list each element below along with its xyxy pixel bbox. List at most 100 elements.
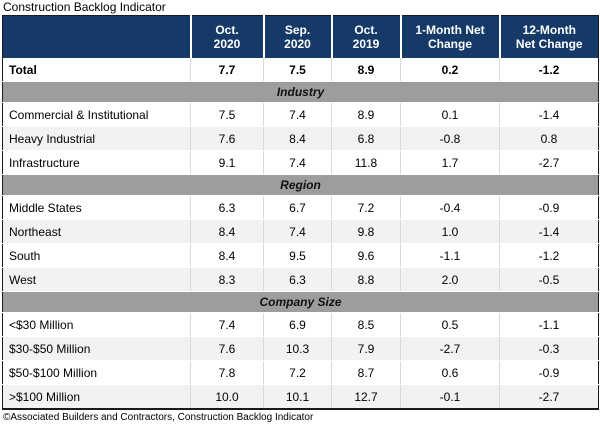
cell-value: 0.6 <box>400 360 500 385</box>
total-row: Total 7.7 7.5 8.9 0.2 -1.2 <box>2 58 599 82</box>
cell-value: 8.8 <box>331 267 401 292</box>
row-label: West <box>2 267 191 292</box>
cell-value: 11.8 <box>331 150 401 175</box>
cell-value: 0.5 <box>400 312 500 337</box>
row-label: Middle States <box>2 195 191 220</box>
section-band-region: Region <box>2 174 599 196</box>
cell-value: 8.9 <box>331 58 401 82</box>
table-row: Northeast 8.4 7.4 9.8 1.0 -1.4 <box>2 219 599 244</box>
cell-value: 7.4 <box>263 102 332 127</box>
col-header-oct-2019: Oct. 2019 <box>330 15 401 58</box>
row-label: Total <box>2 58 191 82</box>
cell-value: 7.2 <box>331 195 401 220</box>
section-band-label: Region <box>2 174 599 196</box>
cell-value: 8.4 <box>263 126 332 151</box>
cell-value: 1.7 <box>400 150 500 175</box>
table-row: Infrastructure 9.1 7.4 11.8 1.7 -2.7 <box>2 150 599 175</box>
cell-value: 9.6 <box>331 243 401 268</box>
row-label: Heavy Industrial <box>2 126 191 151</box>
cell-value: -0.9 <box>499 360 599 385</box>
table-row: $30-$50 Million 7.6 10.3 7.9 -2.7 -0.3 <box>2 336 599 361</box>
cell-value: 7.6 <box>190 126 264 151</box>
table-row: >$100 Million 10.0 10.1 12.7 -0.1 -2.7 <box>2 384 599 410</box>
row-label: $50-$100 Million <box>2 360 191 385</box>
table-row: Heavy Industrial 7.6 8.4 6.8 -0.8 0.8 <box>2 126 599 151</box>
cell-value: 7.5 <box>190 102 264 127</box>
page-title: Construction Backlog Indicator <box>3 0 166 14</box>
backlog-table: Oct. 2020 Sep. 2020 Oct. 2019 1-Month Ne… <box>2 15 599 410</box>
cell-value: -2.7 <box>499 384 599 410</box>
cell-value: 9.8 <box>331 219 401 244</box>
cell-value: -2.7 <box>499 150 599 175</box>
cell-value: -0.3 <box>499 336 599 361</box>
cell-value: -0.8 <box>400 126 500 151</box>
col-header-oct-2020: Oct. 2020 <box>189 15 264 58</box>
source-footnote: ©Associated Builders and Contractors, Co… <box>3 412 314 423</box>
cell-value: 7.9 <box>331 336 401 361</box>
cell-value: 8.7 <box>331 360 401 385</box>
row-label: >$100 Million <box>2 384 191 410</box>
cell-value: -1.2 <box>499 243 599 268</box>
row-label: Infrastructure <box>2 150 191 175</box>
col-header-1-month-net-change: 1-Month Net Change <box>399 15 500 58</box>
table-row: Commercial & Institutional 7.5 7.4 8.9 0… <box>2 102 599 127</box>
cell-value: -1.2 <box>499 58 599 82</box>
cell-value: -0.9 <box>499 195 599 220</box>
cell-value: 6.3 <box>263 267 332 292</box>
table-row: Middle States 6.3 6.7 7.2 -0.4 -0.9 <box>2 195 599 220</box>
col-header-sep-2020: Sep. 2020 <box>262 15 332 58</box>
cell-value: 10.3 <box>263 336 332 361</box>
row-label: South <box>2 243 191 268</box>
table-row: <$30 Million 7.4 6.9 8.5 0.5 -1.1 <box>2 312 599 337</box>
cell-value: -1.4 <box>499 102 599 127</box>
col-header-12-month-net-change: 12-Month Net Change <box>498 15 599 58</box>
row-label: Northeast <box>2 219 191 244</box>
section-band-company-size: Company Size <box>2 291 599 313</box>
cell-value: -1.4 <box>499 219 599 244</box>
cell-value: -0.4 <box>400 195 500 220</box>
cell-value: 10.1 <box>263 384 332 410</box>
cell-value: 8.9 <box>331 102 401 127</box>
header-row: Oct. 2020 Sep. 2020 Oct. 2019 1-Month Ne… <box>2 15 599 58</box>
col-header-empty <box>2 15 191 58</box>
cell-value: 7.2 <box>263 360 332 385</box>
table-row: South 8.4 9.5 9.6 -1.1 -1.2 <box>2 243 599 268</box>
cell-value: -0.1 <box>400 384 500 410</box>
cell-value: 7.6 <box>190 336 264 361</box>
table-row: West 8.3 6.3 8.8 2.0 -0.5 <box>2 267 599 292</box>
section-band-label: Company Size <box>2 291 599 313</box>
row-label: Commercial & Institutional <box>2 102 191 127</box>
section-band-label: Industry <box>2 81 599 103</box>
cell-value: 10.0 <box>190 384 264 410</box>
cell-value: 9.1 <box>190 150 264 175</box>
cell-value: 0.8 <box>499 126 599 151</box>
cell-value: 6.7 <box>263 195 332 220</box>
cell-value: -1.1 <box>400 243 500 268</box>
cell-value: 7.5 <box>263 58 332 82</box>
cell-value: 6.9 <box>263 312 332 337</box>
row-label: $30-$50 Million <box>2 336 191 361</box>
cell-value: 0.1 <box>400 102 500 127</box>
cell-value: 8.4 <box>190 219 264 244</box>
cell-value: 2.0 <box>400 267 500 292</box>
cell-value: 7.8 <box>190 360 264 385</box>
cell-value: 6.8 <box>331 126 401 151</box>
cell-value: 6.3 <box>190 195 264 220</box>
cell-value: 7.4 <box>263 219 332 244</box>
table-row: $50-$100 Million 7.8 7.2 8.7 0.6 -0.9 <box>2 360 599 385</box>
cell-value: -0.5 <box>499 267 599 292</box>
cell-value: -1.1 <box>499 312 599 337</box>
cell-value: 0.2 <box>400 58 500 82</box>
row-label: <$30 Million <box>2 312 191 337</box>
cell-value: 8.5 <box>331 312 401 337</box>
cell-value: 7.4 <box>263 150 332 175</box>
cell-value: 8.3 <box>190 267 264 292</box>
cell-value: 12.7 <box>331 384 401 410</box>
cell-value: 1.0 <box>400 219 500 244</box>
cell-value: 8.4 <box>190 243 264 268</box>
section-band-industry: Industry <box>2 81 599 103</box>
cell-value: -2.7 <box>400 336 500 361</box>
cell-value: 7.4 <box>190 312 264 337</box>
cell-value: 9.5 <box>263 243 332 268</box>
